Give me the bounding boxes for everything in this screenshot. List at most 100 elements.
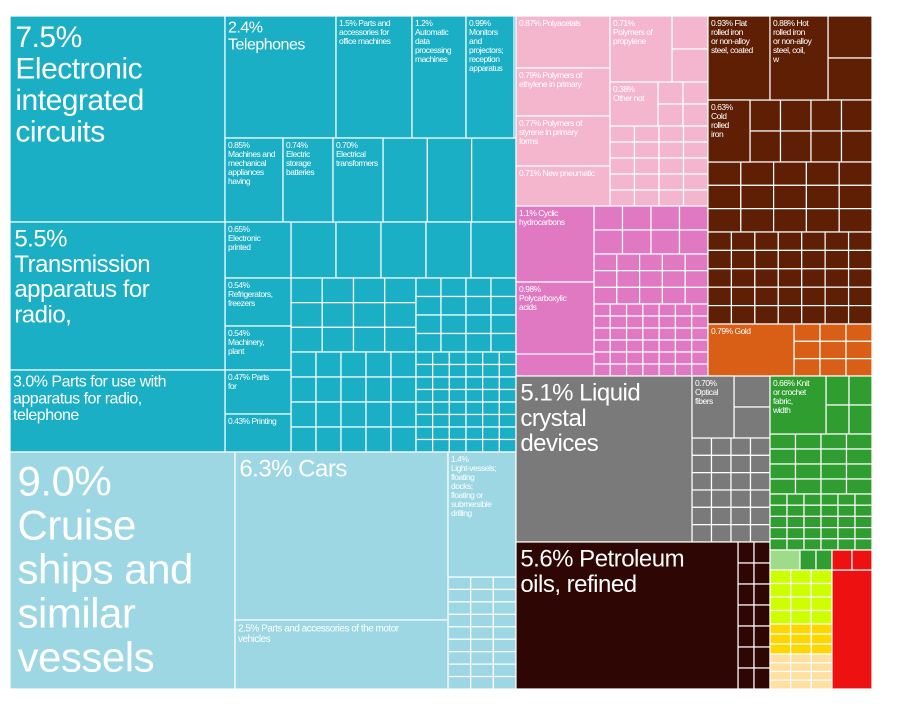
sub-tile — [290, 326, 323, 353]
sub-tile — [691, 363, 709, 377]
sub-tile — [837, 526, 856, 540]
tile-t34[interactable] — [769, 375, 827, 435]
sub-tile — [482, 426, 500, 441]
tile-t14[interactable] — [9, 369, 226, 453]
tile-t10[interactable] — [224, 325, 292, 371]
sub-tile — [638, 270, 663, 288]
tile-label: 0.38% Other not — [613, 84, 645, 103]
sub-tile — [642, 339, 660, 353]
tile-t0[interactable] — [9, 15, 226, 223]
tile-t4[interactable] — [465, 15, 515, 139]
tile-t31[interactable] — [515, 375, 693, 543]
sub-tile — [678, 205, 709, 231]
sub-tile — [769, 582, 792, 598]
sub-tile — [658, 327, 677, 341]
sub-tile — [448, 363, 467, 378]
sub-tile — [769, 549, 801, 571]
sub-tile — [691, 454, 713, 474]
sub-tile — [803, 493, 822, 506]
sub-tile — [650, 229, 681, 255]
tile-t25[interactable] — [515, 205, 595, 283]
sub-tile — [447, 651, 472, 665]
tile-t11[interactable] — [224, 369, 292, 415]
sub-tile — [447, 638, 472, 653]
tile-t24[interactable] — [515, 165, 611, 207]
sub-tile — [753, 625, 771, 648]
sub-tile — [819, 340, 847, 360]
sub-tile — [769, 463, 797, 480]
sub-tile — [658, 315, 677, 329]
sub-tile — [321, 326, 355, 353]
sub-tile — [340, 426, 367, 453]
sub-tile — [593, 339, 611, 353]
tile-t27[interactable] — [707, 15, 771, 101]
sub-tile — [753, 667, 771, 690]
tile-t30[interactable] — [707, 323, 795, 377]
sub-tile — [658, 173, 685, 191]
sub-tile — [633, 189, 660, 207]
sub-tile — [749, 437, 771, 456]
sub-tile — [593, 270, 618, 288]
tile-t5[interactable] — [224, 137, 284, 223]
tile-t26[interactable] — [515, 281, 595, 355]
sub-tile — [707, 286, 733, 307]
sub-tile — [609, 315, 628, 329]
sub-tile — [691, 489, 713, 508]
sub-tile — [465, 438, 484, 453]
sub-tile — [492, 663, 517, 678]
sub-tile — [426, 137, 473, 223]
sub-tile — [593, 286, 618, 305]
sub-tile — [415, 401, 434, 416]
sub-tile — [432, 363, 450, 378]
tile-t19[interactable] — [515, 15, 611, 69]
labeled-tiles: 7.5% Electronic integrated circuits 2.4% Tele… — [9, 15, 829, 690]
sub-tile — [415, 277, 442, 298]
sub-tile — [593, 327, 611, 341]
sub-tile — [609, 327, 628, 341]
sub-tile — [710, 472, 732, 491]
tile-t28[interactable] — [769, 15, 829, 101]
tile-label: 1.1% Cyclic hydrocarbons — [519, 208, 565, 227]
sub-tile — [825, 375, 850, 406]
tile-t32[interactable] — [691, 375, 735, 439]
tile-t17[interactable] — [234, 619, 449, 690]
sub-tile — [448, 413, 467, 428]
sub-tile — [691, 506, 713, 526]
sub-tile — [737, 667, 755, 690]
tile-t33[interactable] — [515, 541, 739, 690]
tile-t23[interactable] — [515, 115, 611, 167]
sub-tile — [432, 376, 450, 391]
sub-tile — [440, 332, 467, 353]
sub-tile — [674, 327, 693, 341]
sub-tile — [777, 268, 803, 288]
sub-tile — [498, 388, 517, 403]
sub-tile — [470, 576, 494, 591]
tile-t6[interactable] — [282, 137, 334, 223]
sub-tile — [803, 526, 822, 540]
sub-tile — [498, 401, 517, 416]
tile-t9[interactable] — [224, 277, 292, 327]
sub-tile — [415, 363, 434, 378]
sub-tile — [754, 231, 779, 251]
sub-tile — [707, 208, 742, 233]
sub-tile — [772, 208, 807, 233]
sub-tile — [682, 125, 709, 143]
tile-t29[interactable] — [707, 99, 751, 163]
sub-tile — [352, 326, 386, 353]
tile-t15[interactable] — [9, 451, 236, 690]
sub-tile — [609, 303, 628, 317]
tile-t20[interactable] — [609, 15, 673, 83]
tile-t7[interactable] — [332, 137, 384, 223]
sub-tile — [470, 663, 494, 678]
tile-label: 6.3% Cars — [239, 456, 347, 483]
sub-tile — [707, 268, 733, 288]
sub-tile — [682, 81, 709, 105]
sub-tile — [340, 376, 367, 403]
tile-t13[interactable] — [9, 221, 226, 371]
sub-tile — [465, 363, 484, 378]
sub-tile — [682, 189, 709, 207]
tile-t22[interactable] — [609, 81, 659, 127]
sub-tile — [593, 363, 611, 377]
sub-tile — [658, 303, 677, 317]
sub-tile — [790, 609, 812, 625]
